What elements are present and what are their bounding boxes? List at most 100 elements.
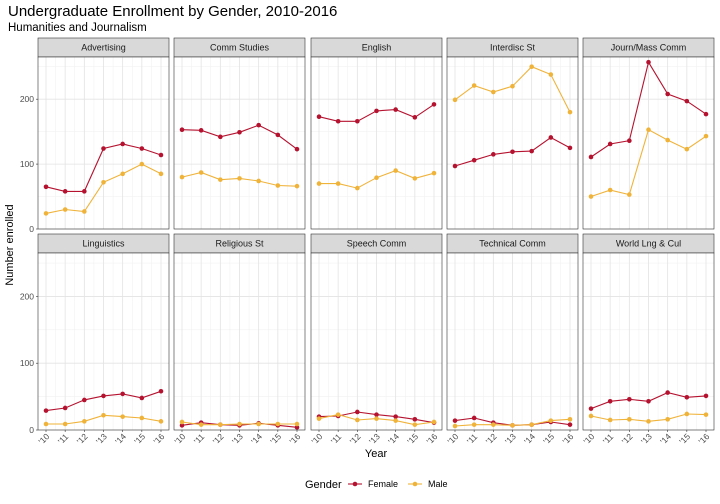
- data-point: [120, 414, 125, 419]
- x-tick-label: '15: [132, 431, 147, 446]
- data-point: [510, 83, 515, 89]
- x-tick-label: '16: [560, 431, 575, 446]
- data-point: [703, 111, 709, 117]
- x-tick-label: '13: [230, 431, 245, 446]
- data-point: [529, 148, 534, 154]
- data-point: [471, 422, 477, 427]
- data-point: [567, 109, 573, 115]
- data-point: [179, 127, 185, 132]
- data-point: [275, 132, 281, 138]
- x-tick-label: '11: [601, 431, 616, 446]
- x-tick-label: '10: [36, 431, 51, 446]
- data-point: [256, 122, 261, 128]
- data-point: [703, 412, 709, 417]
- data-point: [393, 418, 398, 423]
- data-point: [588, 154, 594, 160]
- data-point: [62, 207, 68, 212]
- legend-entry-label: Male: [428, 479, 448, 489]
- x-tick-label: '10: [445, 431, 460, 446]
- data-point: [646, 398, 651, 404]
- data-point: [471, 157, 477, 163]
- facet-strip-label: Interdisc St: [490, 43, 536, 53]
- x-tick-label: '10: [581, 431, 596, 446]
- data-point: [218, 422, 223, 427]
- data-point: [412, 417, 418, 422]
- data-point: [82, 209, 87, 214]
- data-point: [355, 417, 360, 423]
- data-point: [607, 398, 613, 404]
- data-point: [627, 396, 632, 402]
- facet-panel: Comm Studies: [173, 37, 306, 230]
- data-point: [179, 174, 185, 180]
- data-point: [627, 417, 632, 422]
- facet-strip-label: Journ/Mass Comm: [611, 43, 687, 53]
- facet-panels: Advertising 0 100 200 Comm Studies English Int…: [20, 37, 715, 446]
- x-tick-label: '14: [249, 431, 264, 446]
- data-point: [158, 171, 164, 177]
- y-tick-label: 100: [20, 159, 34, 169]
- x-tick-label: '12: [348, 431, 363, 446]
- data-point: [120, 141, 125, 147]
- data-point: [62, 189, 68, 194]
- data-point: [431, 102, 437, 107]
- y-tick-label: 0: [29, 224, 34, 234]
- x-tick-label: '11: [56, 431, 71, 446]
- x-tick-label: '16: [424, 431, 439, 446]
- x-tick-label: '13: [367, 431, 382, 446]
- data-point: [43, 211, 49, 216]
- data-point: [316, 114, 322, 120]
- data-point: [335, 412, 341, 417]
- data-point: [355, 409, 360, 415]
- data-point: [393, 414, 398, 419]
- data-point: [179, 419, 185, 425]
- data-point: [471, 415, 477, 421]
- data-point: [431, 419, 437, 425]
- facet-panel: Advertising 0 100 200: [20, 37, 170, 234]
- facet-strip-label: World Lng & Cul: [616, 239, 681, 249]
- x-tick-label: '10: [309, 431, 324, 446]
- x-tick-label: '16: [696, 431, 711, 446]
- x-tick-label: '16: [287, 431, 302, 446]
- x-tick-label: '10: [172, 431, 187, 446]
- x-axis-title: Year: [365, 448, 388, 460]
- data-point: [665, 417, 670, 422]
- data-point: [607, 141, 613, 147]
- data-point: [101, 179, 106, 185]
- data-point: [627, 192, 632, 197]
- data-point: [294, 183, 300, 189]
- facet-strip-label: Comm Studies: [210, 43, 270, 53]
- legend-title: Gender: [305, 479, 342, 491]
- facet-strip-label: Advertising: [81, 43, 126, 53]
- panel-border: [37, 56, 170, 230]
- legend-key-point: [352, 481, 358, 487]
- data-point: [665, 91, 670, 97]
- data-point: [335, 181, 341, 186]
- data-point: [101, 413, 106, 418]
- data-point: [567, 145, 573, 151]
- data-point: [431, 170, 437, 176]
- panel-border: [173, 56, 306, 230]
- data-point: [684, 411, 690, 417]
- data-point: [374, 108, 379, 114]
- y-tick-label: 200: [20, 94, 34, 104]
- facet-strip-label: Technical Comm: [479, 239, 546, 249]
- data-point: [139, 146, 145, 151]
- x-tick-label: '11: [329, 431, 344, 446]
- data-point: [43, 408, 49, 413]
- data-point: [491, 152, 496, 157]
- data-point: [158, 152, 164, 158]
- x-tick-label: '15: [405, 431, 420, 446]
- data-point: [567, 422, 573, 427]
- data-point: [275, 421, 281, 427]
- data-point: [646, 59, 651, 65]
- x-tick-label: '13: [503, 431, 518, 446]
- x-tick-label: '15: [268, 431, 283, 446]
- data-point: [684, 394, 690, 400]
- data-point: [665, 390, 670, 395]
- data-point: [588, 406, 594, 411]
- facet-panel: Journ/Mass Comm: [582, 37, 715, 230]
- data-point: [393, 168, 398, 173]
- data-point: [393, 107, 398, 112]
- data-point: [139, 415, 145, 421]
- data-point: [471, 83, 477, 88]
